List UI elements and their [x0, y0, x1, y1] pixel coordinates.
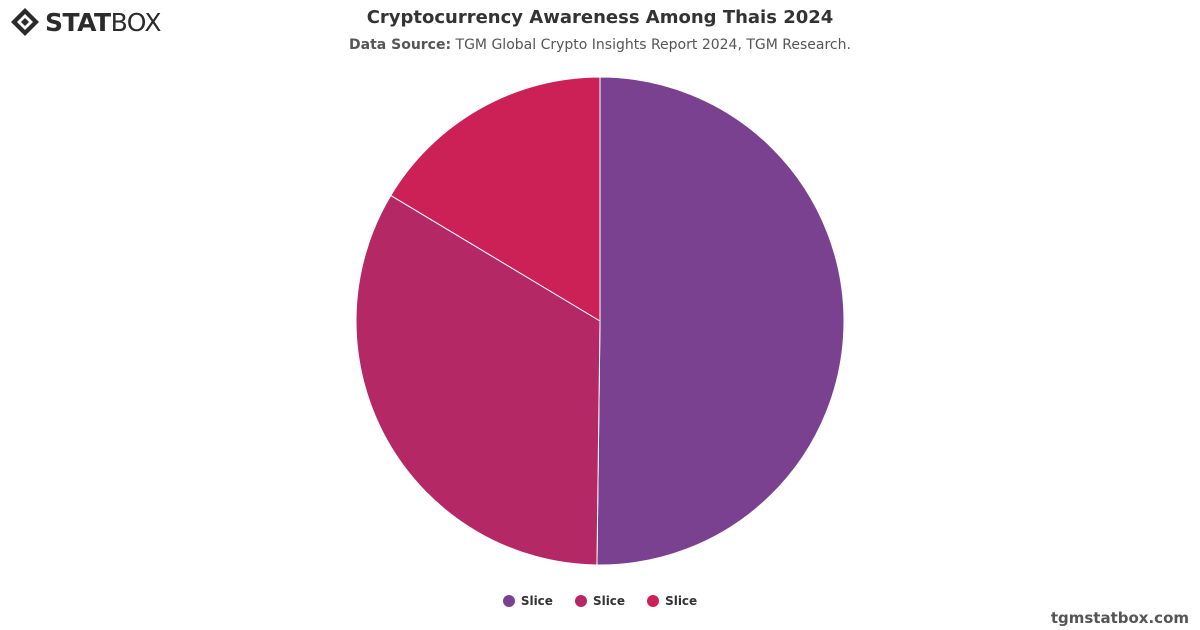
pie-slice-3[interactable]: [390, 76, 601, 322]
legend-item-2[interactable]: Slice: [574, 594, 626, 608]
logo-wordmark-light: BOX: [110, 7, 162, 37]
statbox-logo: STATBOX: [10, 6, 162, 38]
pie-slice-1[interactable]: [596, 76, 845, 566]
diamond-logo-icon: [11, 8, 39, 36]
chart-legend: Slice Slice Slice: [0, 594, 1200, 608]
logo-wordmark-bold: STAT: [45, 7, 111, 37]
chart-title: Cryptocurrency Awareness Among Thais 202…: [366, 7, 834, 28]
pie-slice-2[interactable]: [355, 194, 601, 566]
chart-subtitle: Data Source: TGM Global Crypto Insights …: [0, 36, 1200, 54]
data-source-label: Data Source:: [349, 37, 452, 53]
site-credit[interactable]: tgmstatbox.com: [1050, 609, 1189, 627]
logo-wordmark: STATBOX: [45, 7, 162, 37]
legend-swatch-1: [502, 595, 515, 607]
legend-item-3[interactable]: Slice: [647, 594, 697, 608]
legend-swatch-2: [574, 595, 587, 607]
data-source-text: TGM Global Crypto Insights Report 2024, …: [451, 37, 851, 53]
legend-label-3: Slice: [665, 594, 698, 608]
legend-label-2: Slice: [592, 594, 626, 608]
legend-swatch-3: [647, 595, 660, 607]
legend-item-1[interactable]: Slice: [502, 594, 553, 608]
legend-label-1: Slice: [520, 594, 553, 608]
